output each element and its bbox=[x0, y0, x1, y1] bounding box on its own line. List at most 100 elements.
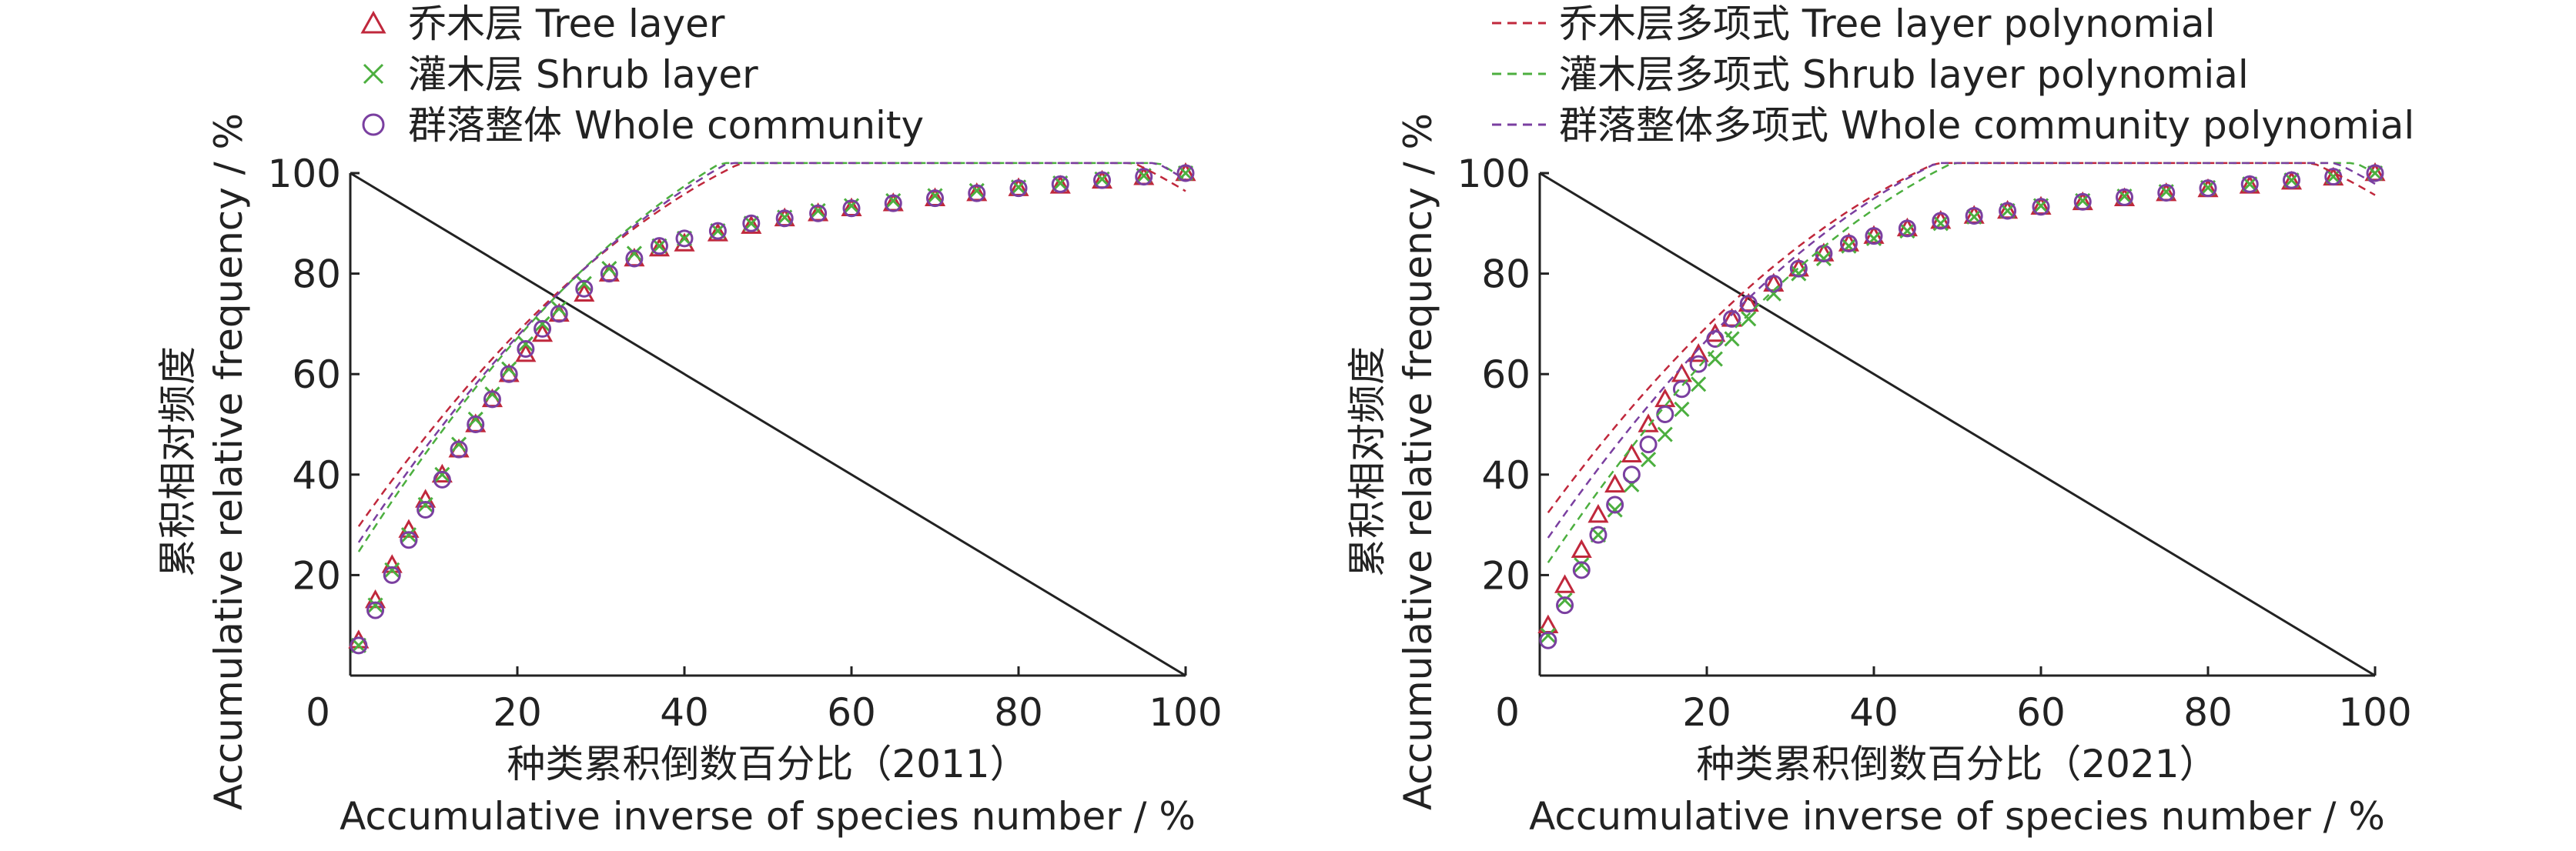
y-tick-label: 100 bbox=[1457, 152, 1531, 196]
data-point-cross bbox=[467, 411, 483, 428]
reference-line bbox=[350, 172, 1186, 677]
y-tick-label: 100 bbox=[268, 152, 341, 196]
y-tick-label: 20 bbox=[1481, 553, 1531, 598]
data-point-cross bbox=[450, 436, 467, 452]
data-point-cross bbox=[1691, 376, 1707, 392]
data-point-circle bbox=[2157, 183, 2176, 202]
data-point-circle bbox=[1606, 496, 1624, 514]
data-point-circle bbox=[550, 305, 568, 323]
legend-label: 灌木层多项式 Shrub layer polynomial bbox=[1559, 52, 2249, 97]
legend-label: 群落整体多项式 Whole community polynomial bbox=[1559, 103, 2414, 148]
data-point-cross bbox=[1741, 311, 1757, 327]
series-circle bbox=[350, 164, 1195, 655]
data-point-circle bbox=[2116, 188, 2133, 206]
data-point-circle bbox=[1639, 436, 1658, 454]
data-point-cross bbox=[601, 261, 617, 277]
data-point-circle bbox=[2366, 164, 2384, 182]
data-point-circle bbox=[650, 237, 668, 255]
data-point-circle bbox=[809, 204, 828, 222]
data-point-circle bbox=[1839, 234, 1858, 252]
data-point-cross bbox=[417, 496, 433, 513]
x-tick-label: 40 bbox=[1849, 690, 1899, 735]
data-point-cross bbox=[1791, 265, 1807, 282]
data-point-cross bbox=[367, 597, 383, 613]
data-point-circle bbox=[600, 265, 618, 283]
y-axis-title-en: Accumulative relative frequency / % bbox=[206, 113, 251, 810]
data-point-circle bbox=[1622, 466, 1641, 484]
polynomial-line-5 bbox=[1547, 162, 2376, 563]
data-point-cross bbox=[384, 562, 400, 578]
data-point-circle bbox=[2283, 171, 2300, 189]
y-tick-label: 40 bbox=[292, 453, 341, 498]
legend-label: 乔木层多项式 Tree layer polynomial bbox=[1559, 2, 2216, 46]
x-tick-label: 0 bbox=[1495, 690, 1520, 735]
data-point-cross bbox=[534, 315, 550, 332]
data-point-cross bbox=[676, 230, 693, 246]
data-point-circle bbox=[2032, 198, 2050, 216]
x-tick-label: 100 bbox=[2338, 690, 2411, 735]
data-point-circle bbox=[1723, 309, 1741, 328]
legend-markers: 乔木层 Tree layer 灌木层 Shrub layer 群落整体 Whole … bbox=[360, 2, 924, 148]
polynomial-line-6 bbox=[357, 162, 1186, 543]
y-tick-label: 60 bbox=[1481, 352, 1531, 397]
data-point-cross bbox=[1640, 452, 1657, 468]
data-point-triangle bbox=[648, 237, 670, 257]
data-point-circle bbox=[1572, 561, 1591, 579]
data-point-triangle bbox=[741, 215, 762, 234]
y-tick-label: 80 bbox=[1481, 252, 1531, 297]
data-point-cross bbox=[2283, 172, 2300, 189]
data-point-cross bbox=[1999, 202, 2016, 219]
legend-label: 乔木层 Tree layer bbox=[408, 2, 725, 46]
x-tick-label: 100 bbox=[1149, 690, 1222, 735]
data-point-circle bbox=[1051, 175, 1069, 193]
data-point-circle bbox=[1965, 207, 1983, 225]
legend-cross-icon bbox=[363, 63, 384, 85]
x-tick-label: 80 bbox=[2183, 690, 2233, 735]
data-point-circle bbox=[742, 214, 761, 232]
data-point-circle bbox=[417, 501, 435, 519]
data-point-circle bbox=[575, 279, 594, 298]
data-point-circle bbox=[383, 566, 401, 584]
data-point-circle bbox=[1093, 171, 1111, 189]
data-point-cross bbox=[2242, 176, 2258, 192]
series-circle bbox=[1539, 164, 2384, 649]
x-axis-title-zh: 种类累积倒数百分比（2021） bbox=[1696, 742, 2217, 786]
data-point-cross bbox=[710, 223, 726, 239]
data-point-cross bbox=[551, 301, 567, 317]
data-point-circle bbox=[842, 199, 861, 218]
data-point-cross bbox=[517, 335, 534, 352]
legend-triangle-icon bbox=[360, 10, 386, 34]
data-point-triangle bbox=[532, 322, 554, 342]
data-point-circle bbox=[1672, 380, 1691, 399]
data-point-circle bbox=[1176, 164, 1195, 182]
data-point-triangle bbox=[381, 554, 403, 573]
x-tick-label: 20 bbox=[493, 690, 542, 735]
data-point-triangle bbox=[707, 222, 728, 242]
data-point-cross bbox=[1557, 592, 1573, 609]
data-point-circle bbox=[366, 601, 385, 619]
x-axis-title-zh: 种类累积倒数百分比（2011） bbox=[507, 742, 1028, 786]
data-point-cross bbox=[1590, 527, 1607, 543]
data-point-circle bbox=[1865, 227, 1883, 245]
x-tick-label: 60 bbox=[827, 690, 876, 735]
x-axis-title-en: Accumulative inverse of species number /… bbox=[1529, 794, 2385, 839]
chart-panel-1: 0 20 40 60 80 100 20 40 60 80 100 种类累积倒数百分比（2011） Ac… bbox=[156, 113, 1223, 839]
y-axis-title-zh: 累积相对频度 bbox=[1345, 346, 1390, 577]
data-point-circle bbox=[2240, 175, 2259, 193]
data-point-triangle bbox=[574, 282, 595, 302]
legend-circle-icon bbox=[362, 113, 385, 136]
data-point-circle bbox=[1739, 295, 1758, 313]
data-point-cross bbox=[651, 238, 667, 254]
data-point-triangle bbox=[515, 342, 537, 362]
data-point-triangle bbox=[415, 489, 437, 508]
data-point-cross bbox=[501, 361, 517, 377]
y-tick-label: 80 bbox=[292, 252, 341, 297]
data-point-circle bbox=[400, 531, 418, 549]
data-point-cross bbox=[400, 527, 417, 543]
data-point-cross bbox=[1540, 627, 1556, 643]
data-point-circle bbox=[1589, 526, 1607, 544]
data-point-circle bbox=[675, 229, 694, 248]
data-point-circle bbox=[1898, 219, 1916, 238]
data-point-triangle bbox=[1571, 539, 1592, 559]
